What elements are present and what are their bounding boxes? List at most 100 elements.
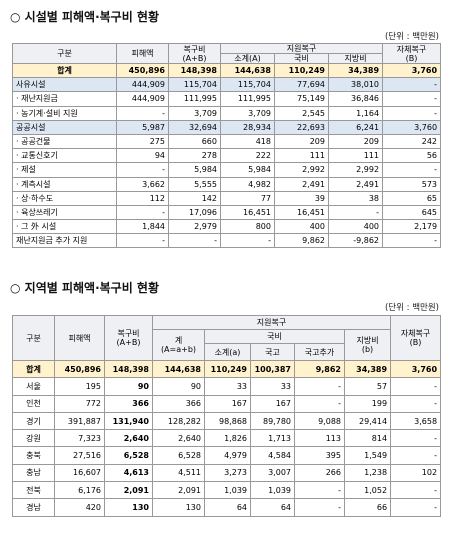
cell: -	[382, 105, 442, 121]
header: 지원복구	[151, 315, 392, 330]
cell: 5,984	[168, 162, 221, 178]
cell: 111	[274, 148, 329, 164]
cell: 3,273	[204, 463, 251, 483]
section-title: ○ 시설별 피해액·복구비 현황	[10, 10, 160, 24]
cell: 1,052	[343, 481, 392, 500]
cell: 115,704	[220, 77, 275, 93]
table-row: · 육상쓰레기 -17,096 16,451 16,451-645	[12, 204, 442, 221]
cell: 209	[274, 133, 329, 150]
header: 피해액	[116, 43, 169, 64]
cell: 16,451	[274, 204, 329, 221]
cell: 144,638	[152, 359, 205, 379]
cell: 2,091	[152, 481, 205, 500]
cell: 9,088	[294, 411, 345, 431]
cell: 110,249	[204, 359, 251, 379]
cell: 75,149	[274, 91, 329, 107]
cell: 6,528	[104, 446, 153, 465]
cell: 450,896	[116, 62, 169, 79]
row-label: 합계	[12, 359, 55, 379]
row-label: · 육상쓰레기	[12, 204, 117, 221]
cell: 366	[104, 394, 153, 413]
row-label: 합계	[12, 62, 117, 79]
cell: 77	[220, 190, 275, 206]
cell: 420	[54, 498, 105, 517]
cell: 645	[382, 204, 442, 221]
header: 지방비 (b)	[343, 329, 392, 361]
cell: 148,398	[168, 62, 221, 79]
cell: 5,987	[116, 119, 169, 135]
row-label: 사유시설	[12, 77, 117, 93]
header-text: 자체복구	[400, 329, 431, 338]
cell: -	[116, 233, 169, 249]
cell: 3,658	[390, 411, 442, 431]
cell: 1,549	[343, 446, 392, 465]
header-text: (A+B)	[182, 53, 207, 63]
table-row: 전북 6,176 2,091 2,091 1,039 1,039-1,052-	[12, 481, 442, 500]
cell: -	[390, 394, 442, 413]
cell: 450,896	[54, 359, 105, 379]
header: 자체복구 (B)	[390, 315, 442, 361]
cell: 400	[274, 219, 329, 235]
cell: -	[382, 77, 442, 93]
table-row: 재난지원금 추가 지원 - - -9,862 -9,862-	[12, 233, 442, 249]
cell: 90	[152, 377, 205, 396]
table-row: 합계 450,896 148,398 144,638 110,249 100,387 9,8…	[12, 359, 442, 379]
row-label: 경기	[12, 411, 55, 431]
cell: 1,164	[327, 105, 384, 121]
header: 소계(A)	[220, 53, 275, 64]
cell: 94	[116, 148, 169, 164]
table-row: 공공시설 5,987 32,694 28,934 22,693 6,241 3,760	[12, 119, 442, 135]
cell: 29,414	[343, 411, 392, 431]
cell: -	[390, 498, 442, 517]
header-text: 복구비	[183, 44, 206, 54]
cell: 65	[382, 190, 442, 206]
header: 소계(a)	[204, 343, 251, 361]
cell: 242	[382, 133, 442, 150]
header: 피해액	[54, 315, 105, 361]
cell: 444,909	[116, 91, 169, 107]
header: 복구비 (A+B)	[104, 315, 153, 361]
cell: -	[382, 91, 442, 107]
cell: 6,528	[152, 446, 205, 465]
header: 국비	[204, 329, 345, 344]
cell: -	[327, 204, 384, 221]
row-label: · 공공건물	[12, 133, 117, 150]
cell: 1,039	[204, 481, 251, 500]
cell: 3,760	[382, 119, 442, 135]
table-row: · 제설 -5,984 5,984 2,992 2,992-	[12, 162, 442, 178]
cell: 64	[204, 498, 251, 517]
header-text: 복구비	[117, 329, 140, 338]
cell: 5,984	[220, 162, 275, 178]
cell: -	[220, 233, 275, 249]
cell: 6,176	[54, 481, 105, 500]
cell: 111	[327, 148, 384, 164]
cell: -	[390, 429, 442, 448]
row-label: 재난지원금 추가 지원	[12, 233, 117, 249]
table-row: · 공공건물 275 660 418 209 209 242	[12, 133, 442, 150]
cell: 33	[250, 377, 295, 396]
header: 지원복구	[219, 43, 384, 54]
table-row: 경남 420 130 130 64 64-66-	[12, 498, 442, 517]
row-label: 공공시설	[12, 119, 117, 135]
cell: 1,713	[250, 429, 295, 448]
cell: 111,995	[220, 91, 275, 107]
cell: 772	[54, 394, 105, 413]
cell: 1,238	[343, 463, 392, 483]
row-label: · 농기계·설비 지원	[12, 105, 117, 121]
header-text: 자체복구	[396, 44, 427, 54]
cell: 131,940	[104, 411, 153, 431]
cell: 144,638	[220, 62, 275, 79]
cell: 222	[220, 148, 275, 164]
cell: 278	[168, 148, 221, 164]
header-text: (b)	[361, 345, 374, 354]
header: 국비	[274, 53, 329, 64]
cell: -	[294, 394, 345, 413]
table-row: 경기 391,887 131,940 128,282 98,868 89,780 9,088…	[12, 411, 442, 431]
cell: 64	[250, 498, 295, 517]
cell: 400	[327, 219, 384, 235]
cell: -	[116, 105, 169, 121]
cell: -	[294, 498, 345, 517]
cell: 28,934	[220, 119, 275, 135]
cell: 3,709	[168, 105, 221, 121]
row-label: 충남	[12, 463, 55, 483]
